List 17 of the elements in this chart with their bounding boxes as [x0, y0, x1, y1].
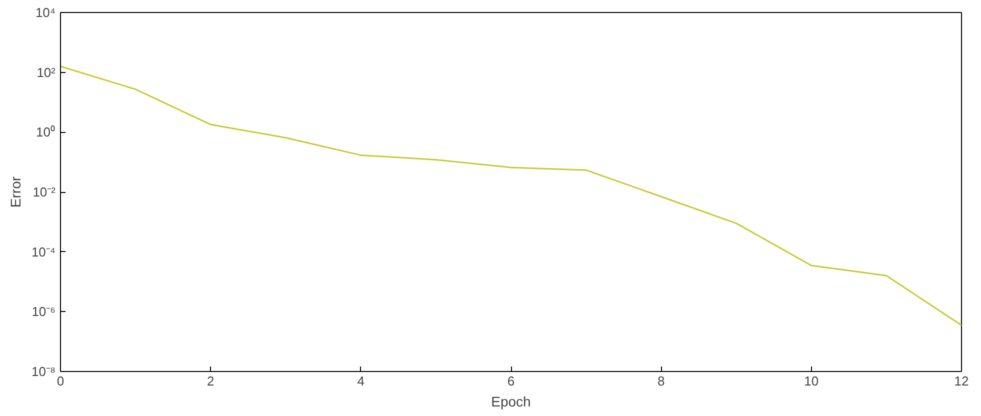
y-tick-label: 10⁰	[36, 124, 56, 140]
y-tick-label: 10⁴	[35, 5, 56, 20]
line-series	[60, 66, 962, 326]
x-tick-label: 12	[954, 374, 969, 388]
x-axis-title: Epoch	[491, 394, 531, 410]
y-axis-title: Error	[7, 176, 24, 208]
x-tick-label: 2	[207, 374, 214, 388]
x-tick-label: 0	[56, 374, 64, 388]
x-tick-label: 10	[804, 374, 819, 388]
y-tick-label: 10²	[36, 64, 56, 80]
y-tick-label: 10⁻²	[32, 184, 56, 200]
x-tick-label: 8	[658, 374, 665, 388]
y-tick-label: 10⁻⁸	[32, 364, 56, 379]
x-tick-label: 6	[507, 374, 515, 388]
x-tick-label: 4	[357, 374, 364, 388]
y-tick-label: 10⁻⁶	[32, 304, 56, 320]
y-tick-label: 10⁻⁴	[31, 244, 56, 260]
